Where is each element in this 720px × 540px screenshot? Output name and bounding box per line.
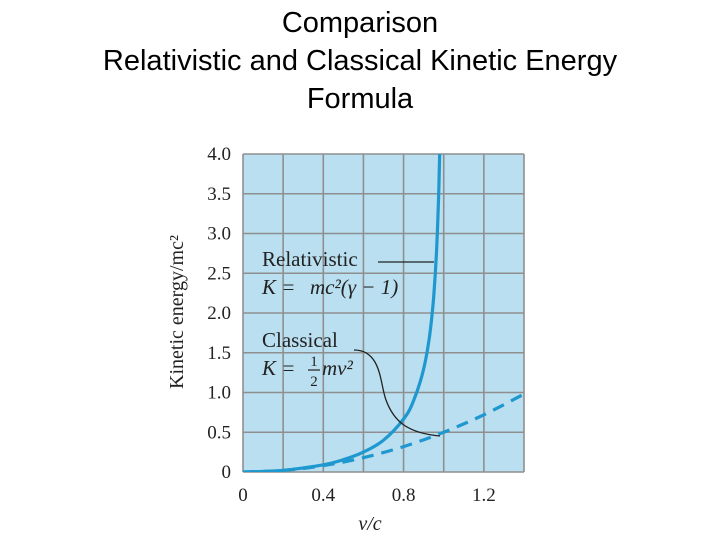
y-tick-label: 2.0 — [207, 303, 231, 324]
relativistic-label: Relativistic — [262, 247, 358, 271]
y-tick-label: 3.0 — [207, 224, 231, 245]
series-layer — [243, 154, 524, 472]
y-tick-label: 1.5 — [207, 343, 231, 364]
title-line-3: Formula — [306, 83, 414, 115]
x-tick-label: 0 — [238, 485, 248, 506]
grid-lines — [242, 153, 525, 473]
x-tick-label: 0.8 — [392, 485, 416, 506]
slide-title: Comparison Relativistic and Classical Ki… — [0, 4, 720, 118]
y-tick-label: 1.0 — [207, 383, 231, 404]
tick-labels: 0 0.4 0.8 1.2 0 0.5 1.0 1.5 2.0 2.5 3.0 3.5 4.0 — [207, 144, 495, 506]
classical-leader-line — [353, 349, 441, 437]
classical-formula-rhs: mv² — [322, 356, 353, 380]
classical-formula-lhs: K = — [261, 356, 295, 380]
classical-fraction-num: 1 — [310, 354, 318, 370]
x-tick-label: 1.2 — [472, 485, 496, 506]
classical-label: Classical — [262, 328, 338, 352]
y-tick-label: 3.5 — [207, 184, 231, 205]
x-axis-label: v/c — [358, 513, 381, 535]
x-tick-label: 0.4 — [311, 485, 335, 506]
y-tick-label: 0 — [222, 462, 232, 483]
title-line-1: Comparison — [281, 7, 439, 39]
y-tick-label: 0.5 — [207, 422, 231, 443]
classical-fraction-den: 2 — [310, 374, 318, 390]
title-line-2: Relativistic and Classical Kinetic Energ… — [102, 45, 618, 77]
y-axis-label: Kinetic energy/mc² — [166, 235, 188, 389]
y-tick-label: 2.5 — [207, 263, 231, 284]
series-line-classical — [243, 392, 524, 472]
relativistic-formula-rhs: mc²(γ − 1) — [310, 275, 398, 299]
relativistic-formula-lhs: K = — [261, 275, 295, 299]
y-tick-label: 4.0 — [207, 144, 231, 165]
